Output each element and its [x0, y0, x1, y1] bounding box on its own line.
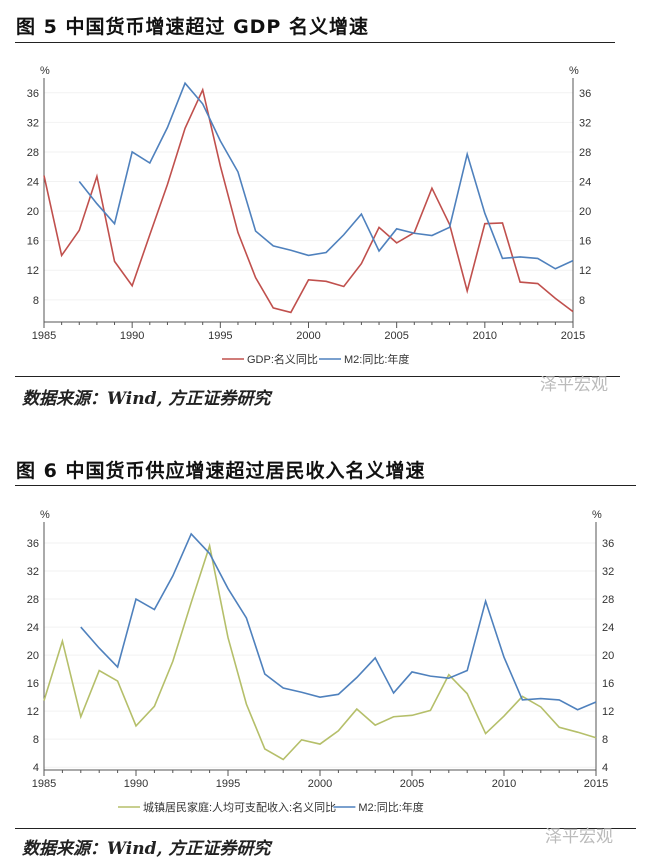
- source-rule: [15, 376, 620, 377]
- x-tick-label: 1995: [216, 778, 240, 790]
- figure-5-title: 图 5 中国货币增速超过 GDP 名义增速: [16, 16, 369, 38]
- series-line-0: [43, 542, 597, 761]
- title-rule: [15, 485, 636, 486]
- y-tick-label-left: 24: [27, 177, 39, 189]
- watermark: 泽平宏观: [545, 827, 613, 847]
- x-tick-label: 2010: [492, 778, 516, 790]
- y-tick-label-left: 20: [27, 206, 39, 218]
- x-tick-label: 2015: [584, 778, 608, 790]
- y-tick-label-left: 28: [27, 594, 39, 606]
- series-line-0: [43, 87, 574, 314]
- y-tick-label-right: 12: [579, 265, 591, 277]
- series-line-1: [78, 81, 574, 270]
- y-tick-label-right: 28: [602, 594, 614, 606]
- y-tick-label-right: 24: [602, 622, 614, 634]
- y-tick-label-left: 12: [27, 706, 39, 718]
- x-tick-label: 2015: [561, 330, 585, 342]
- y-tick-label-left: 8: [33, 295, 39, 307]
- y-tick-label-right: 24: [579, 177, 591, 189]
- y-tick-label-left: 32: [27, 566, 39, 578]
- y-tick-label-right: 8: [579, 295, 585, 307]
- y-tick-label-left: 16: [27, 236, 39, 248]
- figure-6-source: 数据来源：Wind, 方正证券研究: [22, 839, 271, 859]
- y-tick-label-right: 12: [602, 706, 614, 718]
- y-tick-label-right: 8: [602, 734, 608, 746]
- y-tick-label-right: 32: [602, 566, 614, 578]
- x-tick-label: 2010: [473, 330, 497, 342]
- watermark: 泽平宏观: [540, 375, 608, 395]
- y-tick-label-left: 32: [27, 117, 39, 129]
- y-tick-label-left: 24: [27, 622, 39, 634]
- x-tick-label: 1985: [32, 330, 56, 342]
- y-tick-label-right: 28: [579, 147, 591, 159]
- legend-label: GDP:名义同比: [247, 352, 318, 366]
- y-tick-label-left: 28: [27, 147, 39, 159]
- x-tick-label: 1995: [208, 330, 232, 342]
- y-tick-label-right: 16: [579, 236, 591, 248]
- series-line-1: [80, 532, 597, 711]
- title-rule: [15, 42, 615, 43]
- y-unit-left: %: [40, 65, 50, 77]
- y-unit-right: %: [569, 65, 579, 77]
- figure-6-title: 图 6 中国货币供应增速超过居民收入名义增速: [16, 460, 426, 482]
- x-tick-label: 1985: [32, 778, 56, 790]
- legend-label: M2:同比:年度: [358, 800, 423, 814]
- source-rule: [15, 828, 636, 829]
- y-unit-right: %: [592, 510, 602, 521]
- y-tick-label-right: 16: [602, 678, 614, 690]
- y-tick-label-left: 12: [27, 265, 39, 277]
- x-tick-label: 2000: [296, 330, 320, 342]
- legend-label: 城镇居民家庭:人均可支配收入:名义同比: [143, 800, 336, 814]
- y-tick-label-left: 8: [33, 734, 39, 746]
- y-tick-label-right: 20: [579, 206, 591, 218]
- x-tick-label: 1990: [124, 778, 148, 790]
- y-tick-label-left: 20: [27, 650, 39, 662]
- figure-5-source: 数据来源：Wind, 方正证券研究: [22, 389, 271, 409]
- y-tick-label-right: 32: [579, 117, 591, 129]
- x-tick-label: 2000: [308, 778, 332, 790]
- y-tick-label-right: 4: [602, 762, 608, 774]
- x-tick-label: 1990: [120, 330, 144, 342]
- x-tick-label: 2005: [400, 778, 424, 790]
- y-tick-label-left: 4: [33, 762, 39, 774]
- y-tick-label-right: 36: [579, 88, 591, 100]
- chart-figure-5: 8 8 12 12 16 16 20 20 24 24 28 28 32 32 36 36% % 1985 1990…: [27, 65, 592, 366]
- legend-label: M2:同比:年度: [344, 352, 409, 366]
- x-tick-label: 2005: [384, 330, 408, 342]
- y-tick-label-right: 36: [602, 538, 614, 550]
- y-tick-label-left: 36: [27, 538, 39, 550]
- chart-figure-6: 4 4 8 8 12 12 16 16 20 20 24 24 28 28 32 32 36 36% % 1985 19…: [27, 510, 615, 814]
- y-tick-label-right: 20: [602, 650, 614, 662]
- y-tick-label-left: 16: [27, 678, 39, 690]
- y-tick-label-left: 36: [27, 88, 39, 100]
- y-unit-left: %: [40, 510, 50, 521]
